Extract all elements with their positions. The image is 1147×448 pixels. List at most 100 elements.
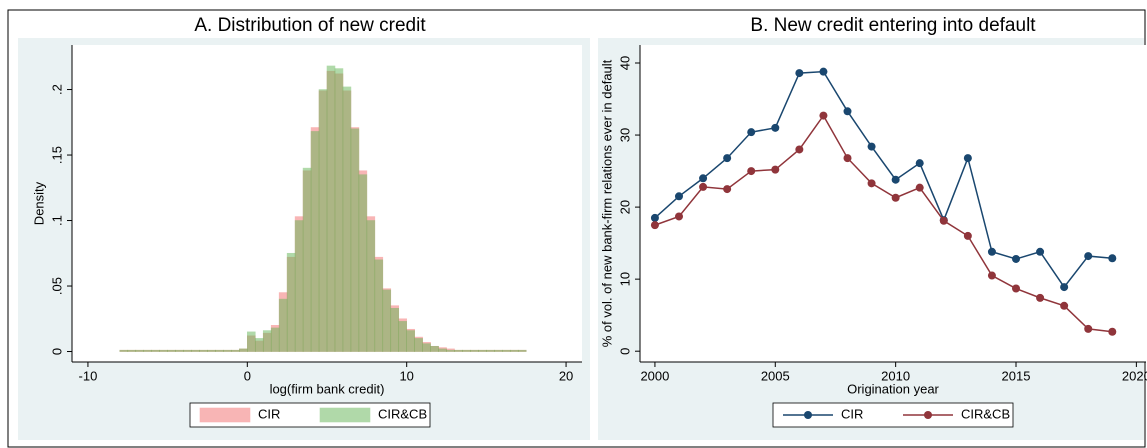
line-marker xyxy=(1012,254,1021,263)
y-tick-label: 10 xyxy=(617,272,632,286)
line-series xyxy=(654,114,1113,333)
line-marker xyxy=(650,213,659,222)
line-marker xyxy=(699,174,708,183)
histogram-bar xyxy=(278,298,288,352)
histogram-bar xyxy=(326,65,336,352)
histogram-bar xyxy=(119,349,129,352)
histogram-bar xyxy=(127,349,137,352)
histogram-bar xyxy=(502,349,511,352)
histogram-bar xyxy=(382,289,392,352)
line-marker xyxy=(699,182,708,191)
y-axis-label: % of vol. of new bank-firm relations eve… xyxy=(599,59,614,347)
histogram-bar xyxy=(406,330,415,352)
histogram-bar xyxy=(350,128,360,352)
x-tick-label: 2005 xyxy=(761,368,790,383)
histogram-bar xyxy=(454,349,463,352)
line-marker xyxy=(674,192,683,201)
histogram-bar xyxy=(422,343,431,352)
line-marker xyxy=(891,175,900,184)
line-marker xyxy=(1060,301,1069,310)
histogram-bar xyxy=(414,338,423,352)
line-marker xyxy=(674,212,683,221)
histogram-bar xyxy=(358,174,368,352)
chart-title: A. Distribution of new credit xyxy=(194,15,426,36)
legend-swatch xyxy=(319,407,371,423)
histogram-bar xyxy=(470,349,479,352)
histogram-bar xyxy=(517,349,527,352)
x-tick-label: 0 xyxy=(244,368,251,383)
histogram-bar xyxy=(486,349,495,352)
x-tick-label: 20 xyxy=(559,368,573,383)
y-tick-label: 20 xyxy=(617,200,632,214)
histogram-bar xyxy=(310,131,320,352)
legend-label: CIR xyxy=(841,406,863,421)
legend-marker xyxy=(924,411,932,419)
histogram-bar xyxy=(286,252,296,352)
histogram-bar xyxy=(183,349,192,352)
histogram-bar xyxy=(318,89,328,352)
line-series xyxy=(654,70,1113,289)
x-tick-label: 2000 xyxy=(640,368,669,383)
histogram-bar xyxy=(191,349,200,352)
line-marker xyxy=(723,185,732,194)
line-marker xyxy=(723,154,732,163)
x-tick-label: 2010 xyxy=(881,368,910,383)
line-marker xyxy=(1060,283,1069,292)
y-tick-label: 40 xyxy=(617,56,632,70)
histogram-bar xyxy=(254,338,264,352)
y-tick-label: 0 xyxy=(617,348,632,355)
histogram-bar xyxy=(175,349,184,352)
y-tick-label: .1 xyxy=(49,215,64,226)
histogram-bar xyxy=(151,349,160,352)
y-tick-label: 0 xyxy=(49,348,64,355)
line-marker xyxy=(747,167,756,176)
histogram-bar xyxy=(374,259,384,352)
line-marker xyxy=(819,67,828,76)
line-marker xyxy=(867,179,876,188)
x-tick-label: -10 xyxy=(79,368,98,383)
x-axis-label: log(firm bank credit) xyxy=(270,381,385,396)
histogram-bar xyxy=(143,349,152,352)
y-tick-label: 30 xyxy=(617,128,632,142)
histogram-bar xyxy=(247,331,256,352)
histogram-bar xyxy=(430,345,439,352)
line-marker xyxy=(747,128,756,137)
histogram-bar xyxy=(446,349,455,352)
line-marker xyxy=(795,145,804,154)
histogram-bar xyxy=(262,330,272,352)
histogram-bar xyxy=(215,349,224,352)
histogram-bar xyxy=(239,348,248,352)
line-marker xyxy=(843,154,852,163)
line-marker xyxy=(1108,327,1117,336)
histogram-bar xyxy=(342,86,352,352)
histogram-bar xyxy=(462,349,471,352)
histogram-bar xyxy=(509,349,519,352)
histogram-bar xyxy=(478,349,487,352)
chart-title: B. New credit entering into default xyxy=(750,15,1036,36)
histogram-bar xyxy=(398,321,407,352)
y-axis-label: Density xyxy=(31,181,46,225)
plot-area xyxy=(640,45,1146,362)
histogram-bar xyxy=(159,349,168,352)
histogram-bar xyxy=(366,220,376,352)
histogram-bar xyxy=(438,348,447,352)
line-marker xyxy=(963,231,972,240)
y-tick-label: .15 xyxy=(49,146,64,164)
line-marker xyxy=(650,221,659,230)
line-marker xyxy=(939,216,948,225)
line-marker xyxy=(915,159,924,168)
line-marker xyxy=(867,142,876,151)
line-marker xyxy=(963,154,972,163)
line-marker xyxy=(1108,254,1117,263)
line-marker xyxy=(1036,247,1045,256)
x-axis-label: Origination year xyxy=(847,381,939,396)
histogram-bar xyxy=(494,349,503,352)
legend-label: CIR&CB xyxy=(961,406,1010,421)
x-tick-label: 2015 xyxy=(1002,368,1031,383)
line-marker xyxy=(987,271,996,280)
legend-label: CIR xyxy=(258,406,280,421)
line-marker xyxy=(843,107,852,116)
histogram-bar xyxy=(167,349,176,352)
histogram-bar xyxy=(135,349,145,352)
histogram-bar xyxy=(199,349,208,352)
